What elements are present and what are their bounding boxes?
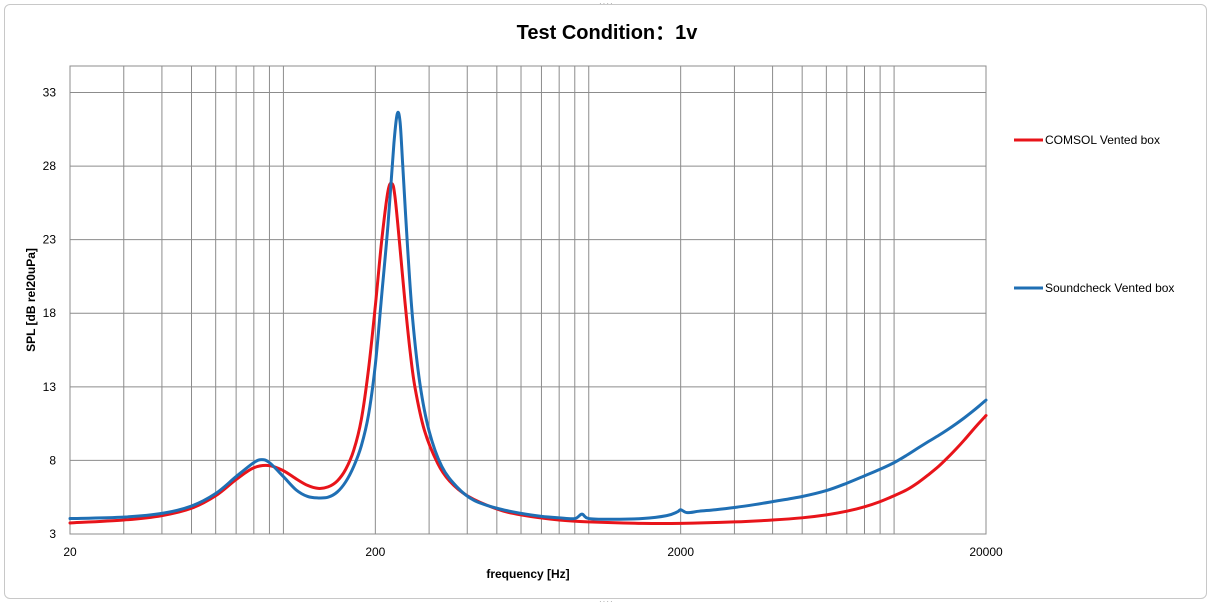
series-line-soundcheck: [68, 110, 988, 521]
series-line-comsol: [68, 181, 988, 526]
legend-label-comsol: COMSOL Vented box: [1045, 133, 1160, 147]
x-tick-labels: 20 200 2000 20000: [63, 545, 1003, 559]
x-tick-label: 200: [365, 545, 385, 559]
series-lines: [68, 110, 988, 526]
y-tick-label: 23: [43, 233, 57, 247]
x-tick-label: 20000: [969, 545, 1003, 559]
y-tick-label: 13: [43, 380, 57, 394]
gridlines: [70, 66, 986, 534]
x-tick-label: 2000: [667, 545, 694, 559]
legend-label-soundcheck: Soundcheck Vented box: [1045, 281, 1174, 295]
y-tick-label: 8: [49, 453, 56, 467]
y-axis-title: SPL [dB rel20uPa]: [24, 248, 38, 352]
y-tick-label: 28: [43, 159, 57, 173]
plot-area: [69, 65, 987, 535]
chart-title: Test Condition：1v: [517, 22, 699, 44]
y-tick-label: 3: [49, 527, 56, 541]
resize-handle-bottom[interactable]: ····: [599, 597, 614, 606]
y-tick-label: 18: [43, 306, 57, 320]
legend: COMSOL Vented box Soundcheck Vented box: [1014, 133, 1174, 295]
resize-handle-top[interactable]: ····: [599, 0, 614, 8]
y-tick-label: 33: [43, 85, 57, 99]
x-tick-label: 20: [63, 545, 77, 559]
y-tick-labels: 3 8 13 18 23 28 33: [43, 85, 57, 541]
x-axis-title: frequency [Hz]: [486, 567, 569, 581]
